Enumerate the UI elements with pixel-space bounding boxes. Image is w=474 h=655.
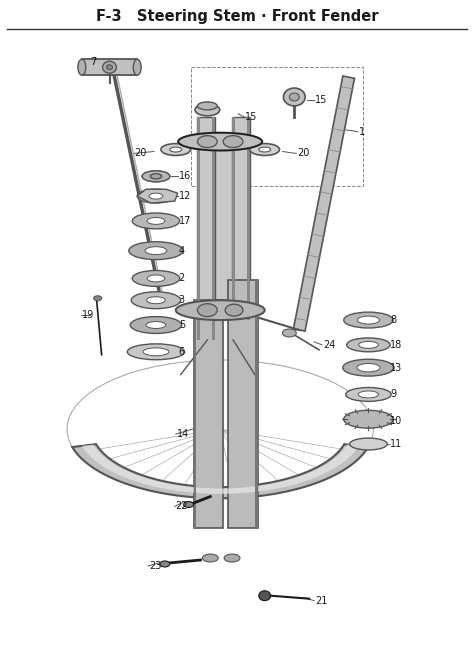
Polygon shape [255, 280, 258, 529]
Polygon shape [82, 60, 137, 75]
Text: 20: 20 [297, 149, 310, 159]
Text: 13: 13 [390, 363, 402, 373]
Polygon shape [212, 117, 215, 340]
Ellipse shape [142, 171, 170, 181]
Ellipse shape [178, 133, 262, 151]
Bar [191, 67, 364, 186]
Ellipse shape [344, 410, 393, 428]
Text: 14: 14 [177, 429, 189, 439]
Ellipse shape [150, 174, 162, 179]
Polygon shape [228, 280, 258, 529]
Ellipse shape [250, 143, 280, 155]
Text: 10: 10 [390, 416, 402, 426]
Ellipse shape [357, 364, 380, 372]
Ellipse shape [133, 60, 141, 75]
Polygon shape [198, 117, 215, 340]
Text: 16: 16 [179, 172, 191, 181]
Polygon shape [193, 300, 223, 529]
Ellipse shape [358, 391, 379, 398]
Ellipse shape [78, 60, 86, 75]
Text: 4: 4 [179, 246, 185, 255]
Ellipse shape [346, 388, 391, 402]
Ellipse shape [146, 297, 165, 304]
Ellipse shape [160, 561, 170, 567]
Text: 5: 5 [179, 320, 185, 330]
Ellipse shape [147, 217, 165, 225]
Ellipse shape [283, 329, 296, 337]
Polygon shape [137, 189, 178, 203]
Text: 15: 15 [315, 95, 328, 105]
Text: 17: 17 [179, 216, 191, 226]
Ellipse shape [147, 275, 165, 282]
Ellipse shape [346, 338, 390, 352]
Ellipse shape [198, 136, 217, 147]
Ellipse shape [259, 147, 271, 152]
Polygon shape [293, 76, 355, 331]
Text: 7: 7 [90, 57, 96, 67]
Ellipse shape [290, 93, 299, 101]
Text: 21: 21 [315, 595, 328, 606]
Ellipse shape [195, 104, 220, 116]
Text: 19: 19 [82, 310, 94, 320]
Polygon shape [247, 117, 250, 320]
Text: 8: 8 [390, 315, 396, 325]
Ellipse shape [183, 502, 193, 508]
Ellipse shape [128, 344, 184, 360]
Ellipse shape [283, 88, 305, 106]
Ellipse shape [259, 591, 271, 601]
Ellipse shape [130, 316, 182, 333]
Ellipse shape [142, 171, 170, 181]
Ellipse shape [143, 348, 169, 356]
Text: 18: 18 [390, 340, 402, 350]
Ellipse shape [225, 304, 243, 316]
Text: 11: 11 [390, 439, 402, 449]
Ellipse shape [357, 316, 380, 324]
Ellipse shape [145, 247, 167, 255]
Ellipse shape [350, 438, 387, 450]
Ellipse shape [149, 193, 163, 199]
Ellipse shape [359, 341, 378, 348]
Text: 20: 20 [134, 149, 146, 159]
Polygon shape [198, 117, 201, 340]
Text: 24: 24 [323, 340, 336, 350]
Polygon shape [232, 117, 250, 320]
Ellipse shape [343, 359, 394, 376]
Polygon shape [72, 444, 368, 498]
Text: 15: 15 [245, 112, 257, 122]
Text: 6: 6 [179, 346, 185, 357]
Ellipse shape [176, 300, 264, 320]
Text: 12: 12 [179, 191, 191, 201]
Text: 9: 9 [390, 390, 396, 400]
Text: 3: 3 [179, 295, 185, 305]
Ellipse shape [94, 296, 101, 301]
Text: 22: 22 [176, 502, 188, 512]
Ellipse shape [224, 554, 240, 562]
Ellipse shape [198, 102, 217, 110]
Polygon shape [201, 147, 241, 300]
Ellipse shape [131, 292, 181, 309]
Ellipse shape [151, 174, 161, 179]
Ellipse shape [132, 271, 180, 286]
Ellipse shape [107, 65, 112, 69]
Ellipse shape [137, 189, 175, 203]
Ellipse shape [132, 213, 180, 229]
Ellipse shape [146, 322, 166, 329]
Ellipse shape [202, 554, 218, 562]
Polygon shape [193, 300, 197, 529]
Ellipse shape [170, 147, 182, 152]
Ellipse shape [161, 143, 191, 155]
Ellipse shape [344, 312, 393, 328]
Text: F-3   Steering Stem · Front Fender: F-3 Steering Stem · Front Fender [96, 9, 378, 24]
Text: 1: 1 [358, 126, 365, 137]
Text: 2: 2 [179, 273, 185, 284]
Ellipse shape [129, 242, 183, 259]
Ellipse shape [102, 62, 117, 73]
Text: 23: 23 [149, 561, 162, 571]
Ellipse shape [198, 304, 217, 316]
Polygon shape [232, 117, 235, 320]
Polygon shape [82, 445, 359, 494]
Ellipse shape [223, 136, 243, 147]
